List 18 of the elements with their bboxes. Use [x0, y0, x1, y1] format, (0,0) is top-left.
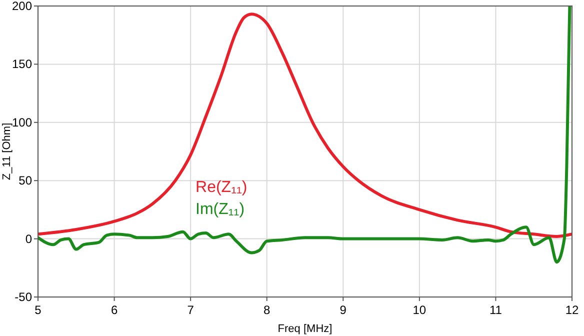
y-axis-title: Z_11 [Ohm] [1, 122, 13, 180]
x-tick-label: 6 [110, 303, 118, 317]
x-tick-label: 10 [412, 303, 426, 317]
x-axis-title: Freq [MHz] [278, 323, 332, 335]
series-label: Re(Z₁₁) [196, 179, 248, 196]
x-tick-label: 7 [187, 303, 194, 317]
x-tick-label: 9 [340, 303, 347, 317]
y-tick-label: 150 [12, 57, 32, 72]
y-tick-label: 0 [25, 232, 32, 246]
x-tick-label: 12 [565, 303, 579, 317]
y-tick-label: 200 [12, 0, 32, 13]
y-tick-label: -50 [14, 290, 32, 304]
y-tick-label: 100 [12, 115, 32, 130]
y-tick-label: 50 [18, 174, 32, 188]
x-tick-label: 8 [264, 303, 271, 317]
x-tick-label: 11 [489, 303, 502, 317]
x-tick-label: 5 [34, 303, 42, 317]
series-label: Im(Z₁₁) [196, 201, 245, 218]
